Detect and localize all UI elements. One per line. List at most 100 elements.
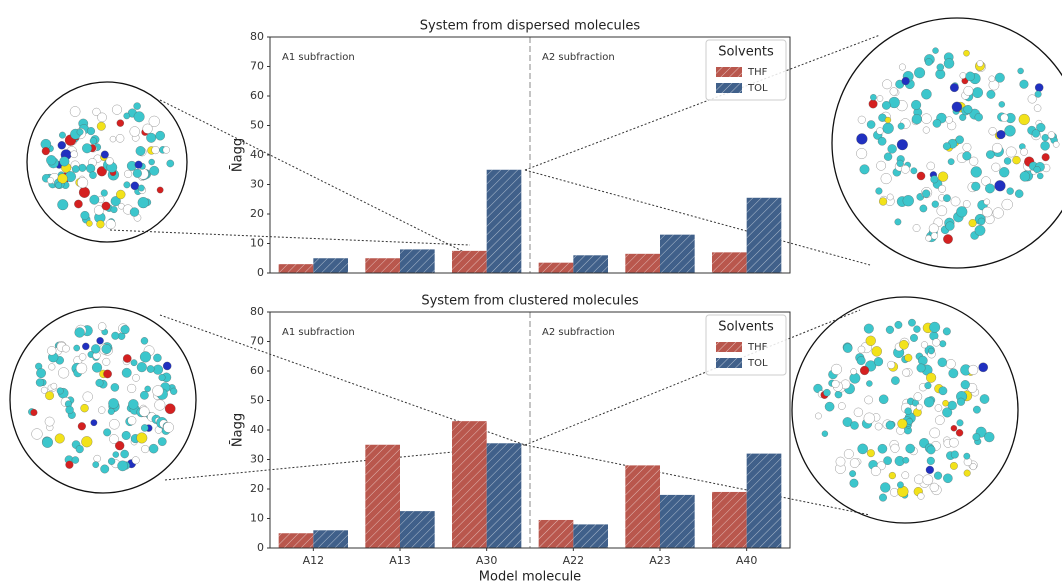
atom [991,162,1001,172]
bar-hatch [573,255,608,273]
atom [116,119,125,127]
legend-title: Solvents [718,320,774,335]
atom [937,171,949,182]
atom [75,445,84,454]
atom [959,72,967,79]
atom [968,364,979,375]
bar-hatch [746,197,782,273]
atom [164,403,176,415]
atom [870,466,881,476]
atom [109,419,120,430]
atom [1019,171,1030,182]
atom [929,482,939,492]
atom [897,122,905,130]
atom [154,399,166,411]
atom [41,436,53,448]
atom [120,449,129,459]
atom [951,101,963,113]
atom [924,382,932,390]
y-tick-label: 70 [250,335,264,348]
atom [41,147,50,156]
atom [815,412,822,420]
atom [117,460,128,472]
atom [891,376,900,385]
atom [65,460,74,469]
atom [914,67,926,79]
atom [57,199,69,211]
atom [120,325,130,335]
x-tick-label: A40 [736,554,758,567]
atom [969,156,979,166]
atom [127,416,137,426]
atom [926,445,936,455]
atom [135,146,146,156]
molecule [856,47,1060,244]
atom [882,79,892,90]
bar-hatch [746,453,782,548]
atom [947,400,957,411]
atom [148,443,159,454]
atom [823,389,831,397]
atom [1047,131,1056,139]
chart-title: System from clustered molecules [421,294,639,309]
atom [934,404,943,412]
atom [877,444,888,454]
atom [922,126,930,134]
atom [101,344,112,354]
atom [1037,172,1044,180]
bar-hatch [313,258,348,273]
atom [866,120,876,129]
atom [979,394,990,404]
atom [998,101,1005,108]
atom [108,398,119,409]
atom [111,331,120,340]
atom [139,406,150,417]
atom [982,206,993,218]
atom [153,353,162,363]
atom [916,171,926,181]
atom [865,335,876,346]
atom [950,196,961,207]
atom [59,131,66,139]
atom [86,127,96,136]
legend-title: Solvents [718,45,774,60]
atom [82,143,92,154]
atom [112,451,120,458]
y-tick-label: 40 [250,423,264,436]
atom [913,392,923,401]
atom [942,400,949,407]
legend-label: THF [747,67,768,78]
atom [148,115,160,127]
bar-hatch [313,530,348,548]
atom [948,368,959,379]
atom [974,113,983,122]
atom [110,206,118,214]
atom [86,220,93,227]
atom [162,146,170,154]
atom [876,127,884,135]
atom [876,160,886,171]
atom [96,220,105,229]
legend-label: THF [747,342,768,353]
atom [874,422,883,431]
atom [956,397,966,406]
atom [162,361,172,371]
y-tick-label: 60 [250,364,264,377]
atom [921,341,928,349]
atom [925,465,934,474]
atom [128,399,139,410]
atom [949,83,959,93]
atom [887,144,897,154]
atom [863,412,875,424]
atom [109,434,119,444]
atom [62,344,70,353]
atom [884,116,892,124]
y-tick-label: 20 [250,207,264,220]
atom [137,197,149,209]
molecule-frame [9,306,197,494]
atom [926,456,935,465]
atom [947,158,955,165]
atom [146,365,155,373]
atom [970,166,982,178]
atom [988,75,995,82]
